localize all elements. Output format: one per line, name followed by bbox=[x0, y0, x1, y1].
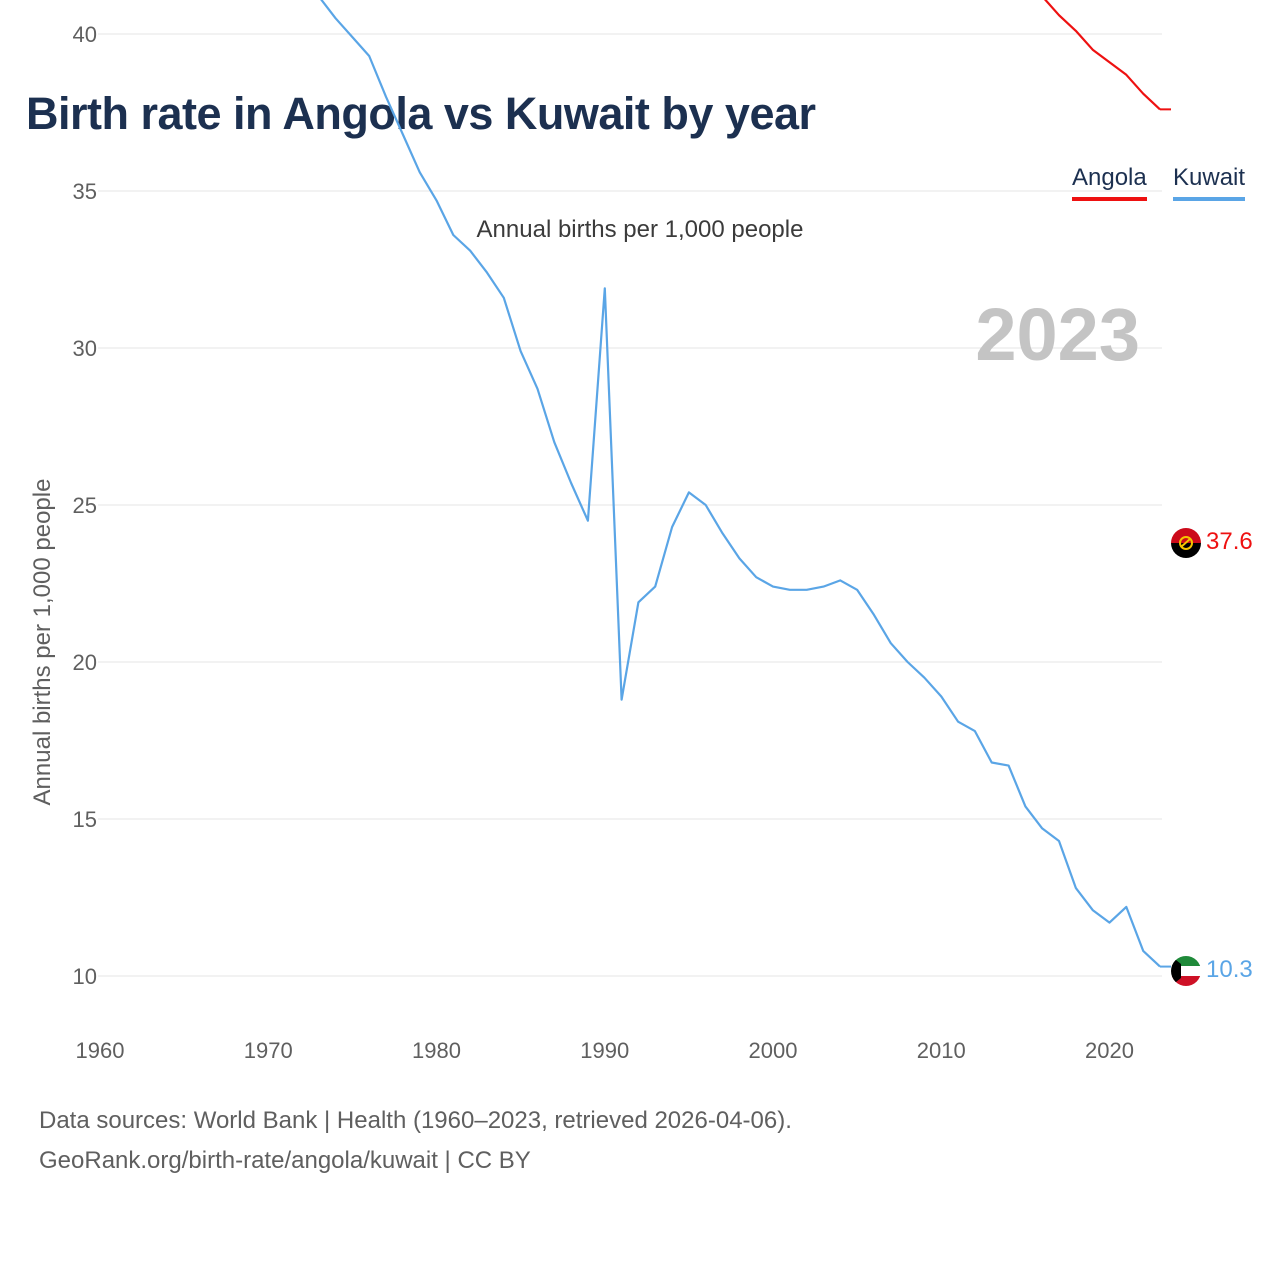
end-value-label-angola: 37.6 bbox=[1206, 528, 1253, 555]
series-line-angola bbox=[1044, 0, 1161, 111]
y-axis-ticks: 101520253035404550 bbox=[73, 22, 97, 989]
chart-title: Birth rate in Angola vs Kuwait by year bbox=[26, 88, 816, 139]
x-tick-label-1980: 1980 bbox=[412, 1038, 461, 1063]
x-tick-label-2000: 2000 bbox=[749, 1038, 798, 1063]
y-tick-label-10: 10 bbox=[73, 964, 97, 989]
y-tick-label-15: 15 bbox=[73, 807, 97, 832]
x-tick-label-2010: 2010 bbox=[917, 1038, 966, 1063]
y-tick-label-30: 30 bbox=[73, 336, 97, 361]
y-tick-label-35: 35 bbox=[73, 179, 97, 204]
x-tick-label-1970: 1970 bbox=[244, 1038, 293, 1063]
footer-link[interactable]: GeoRank.org/birth-rate/angola/kuwait | C… bbox=[39, 1147, 531, 1174]
kuwait-flag-icon bbox=[1171, 956, 1201, 986]
series-line-kuwait bbox=[320, 0, 1161, 968]
chart-subtitle: Annual births per 1,000 people bbox=[476, 216, 804, 243]
y-tick-label-25: 25 bbox=[73, 493, 97, 518]
x-axis-ticks: 1960 1970 1980 1990 2000 2010 2020 bbox=[76, 1038, 1134, 1063]
footer-sources: Data sources: World Bank | Health (1960–… bbox=[39, 1107, 792, 1134]
x-tick-label-2020: 2020 bbox=[1085, 1038, 1134, 1063]
end-value-label-kuwait: 10.3 bbox=[1206, 956, 1253, 983]
y-axis-label: Annual births per 1,000 people bbox=[29, 479, 56, 806]
gridlines bbox=[98, 33, 1162, 977]
x-tick-label-1990: 1990 bbox=[580, 1038, 629, 1063]
legend-item-angola[interactable]: Angola bbox=[1072, 164, 1147, 201]
angola-flag-icon bbox=[1171, 528, 1201, 558]
y-tick-label-20: 20 bbox=[73, 650, 97, 675]
y-tick-label-40: 40 bbox=[73, 22, 97, 47]
legend-item-kuwait[interactable]: Kuwait bbox=[1173, 164, 1246, 201]
x-tick-label-1960: 1960 bbox=[76, 1038, 125, 1063]
series-lines bbox=[320, 0, 1171, 968]
year-watermark: 2023 bbox=[975, 293, 1140, 376]
